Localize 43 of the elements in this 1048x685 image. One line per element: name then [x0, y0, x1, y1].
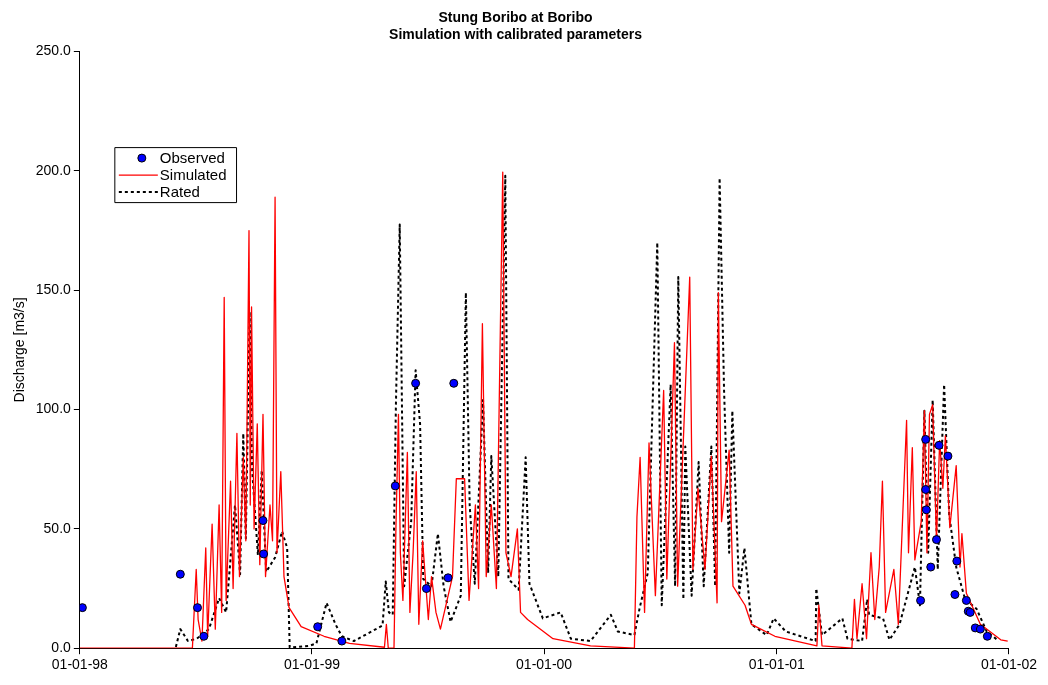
- point: [931, 535, 941, 545]
- point: [934, 440, 944, 450]
- y-tick-label: 100.0: [35, 400, 72, 417]
- point: [943, 451, 953, 461]
- legend-label: Simulated: [159, 166, 227, 184]
- y-axis-title: Discharge [m3/s]: [11, 297, 28, 403]
- point: [443, 573, 453, 583]
- point: [421, 584, 431, 594]
- x-tick-label: 01-01-00: [516, 656, 573, 673]
- point: [192, 603, 202, 613]
- chart-title: Stung Boribo at Boribo: [438, 9, 593, 26]
- x-tick-label: 01-01-99: [283, 656, 341, 673]
- y-tick-label: 0.0: [51, 639, 72, 656]
- legend-label: Observed: [159, 149, 225, 167]
- y-tick-label: 250.0: [35, 42, 72, 59]
- point: [411, 378, 421, 388]
- point: [313, 622, 323, 632]
- point: [926, 562, 936, 572]
- y-tick-label: 150.0: [35, 281, 72, 298]
- x-tick-label: 01-01-98: [51, 656, 109, 673]
- point: [975, 624, 985, 634]
- point: [337, 636, 347, 646]
- point: [175, 569, 185, 579]
- point: [199, 631, 209, 641]
- point: [961, 595, 971, 605]
- point: [258, 516, 268, 526]
- x-tick-label: 01-01-01: [748, 656, 806, 673]
- point: [921, 434, 931, 444]
- point: [921, 505, 931, 515]
- point: [449, 378, 459, 388]
- point: [952, 556, 962, 566]
- x-tick-label: 01-01-02: [980, 656, 1038, 673]
- legend-label: Rated: [159, 183, 200, 201]
- point: [79, 603, 87, 613]
- y-tick-label: 50.0: [43, 519, 72, 536]
- y-tick-label: 200.0: [35, 161, 72, 178]
- point: [950, 590, 960, 600]
- point: [390, 481, 400, 491]
- point: [921, 485, 931, 494]
- chart-subtitle: Simulation with calibrated parameters: [389, 26, 643, 43]
- point: [916, 595, 926, 605]
- point: [259, 549, 269, 559]
- point: [982, 631, 992, 641]
